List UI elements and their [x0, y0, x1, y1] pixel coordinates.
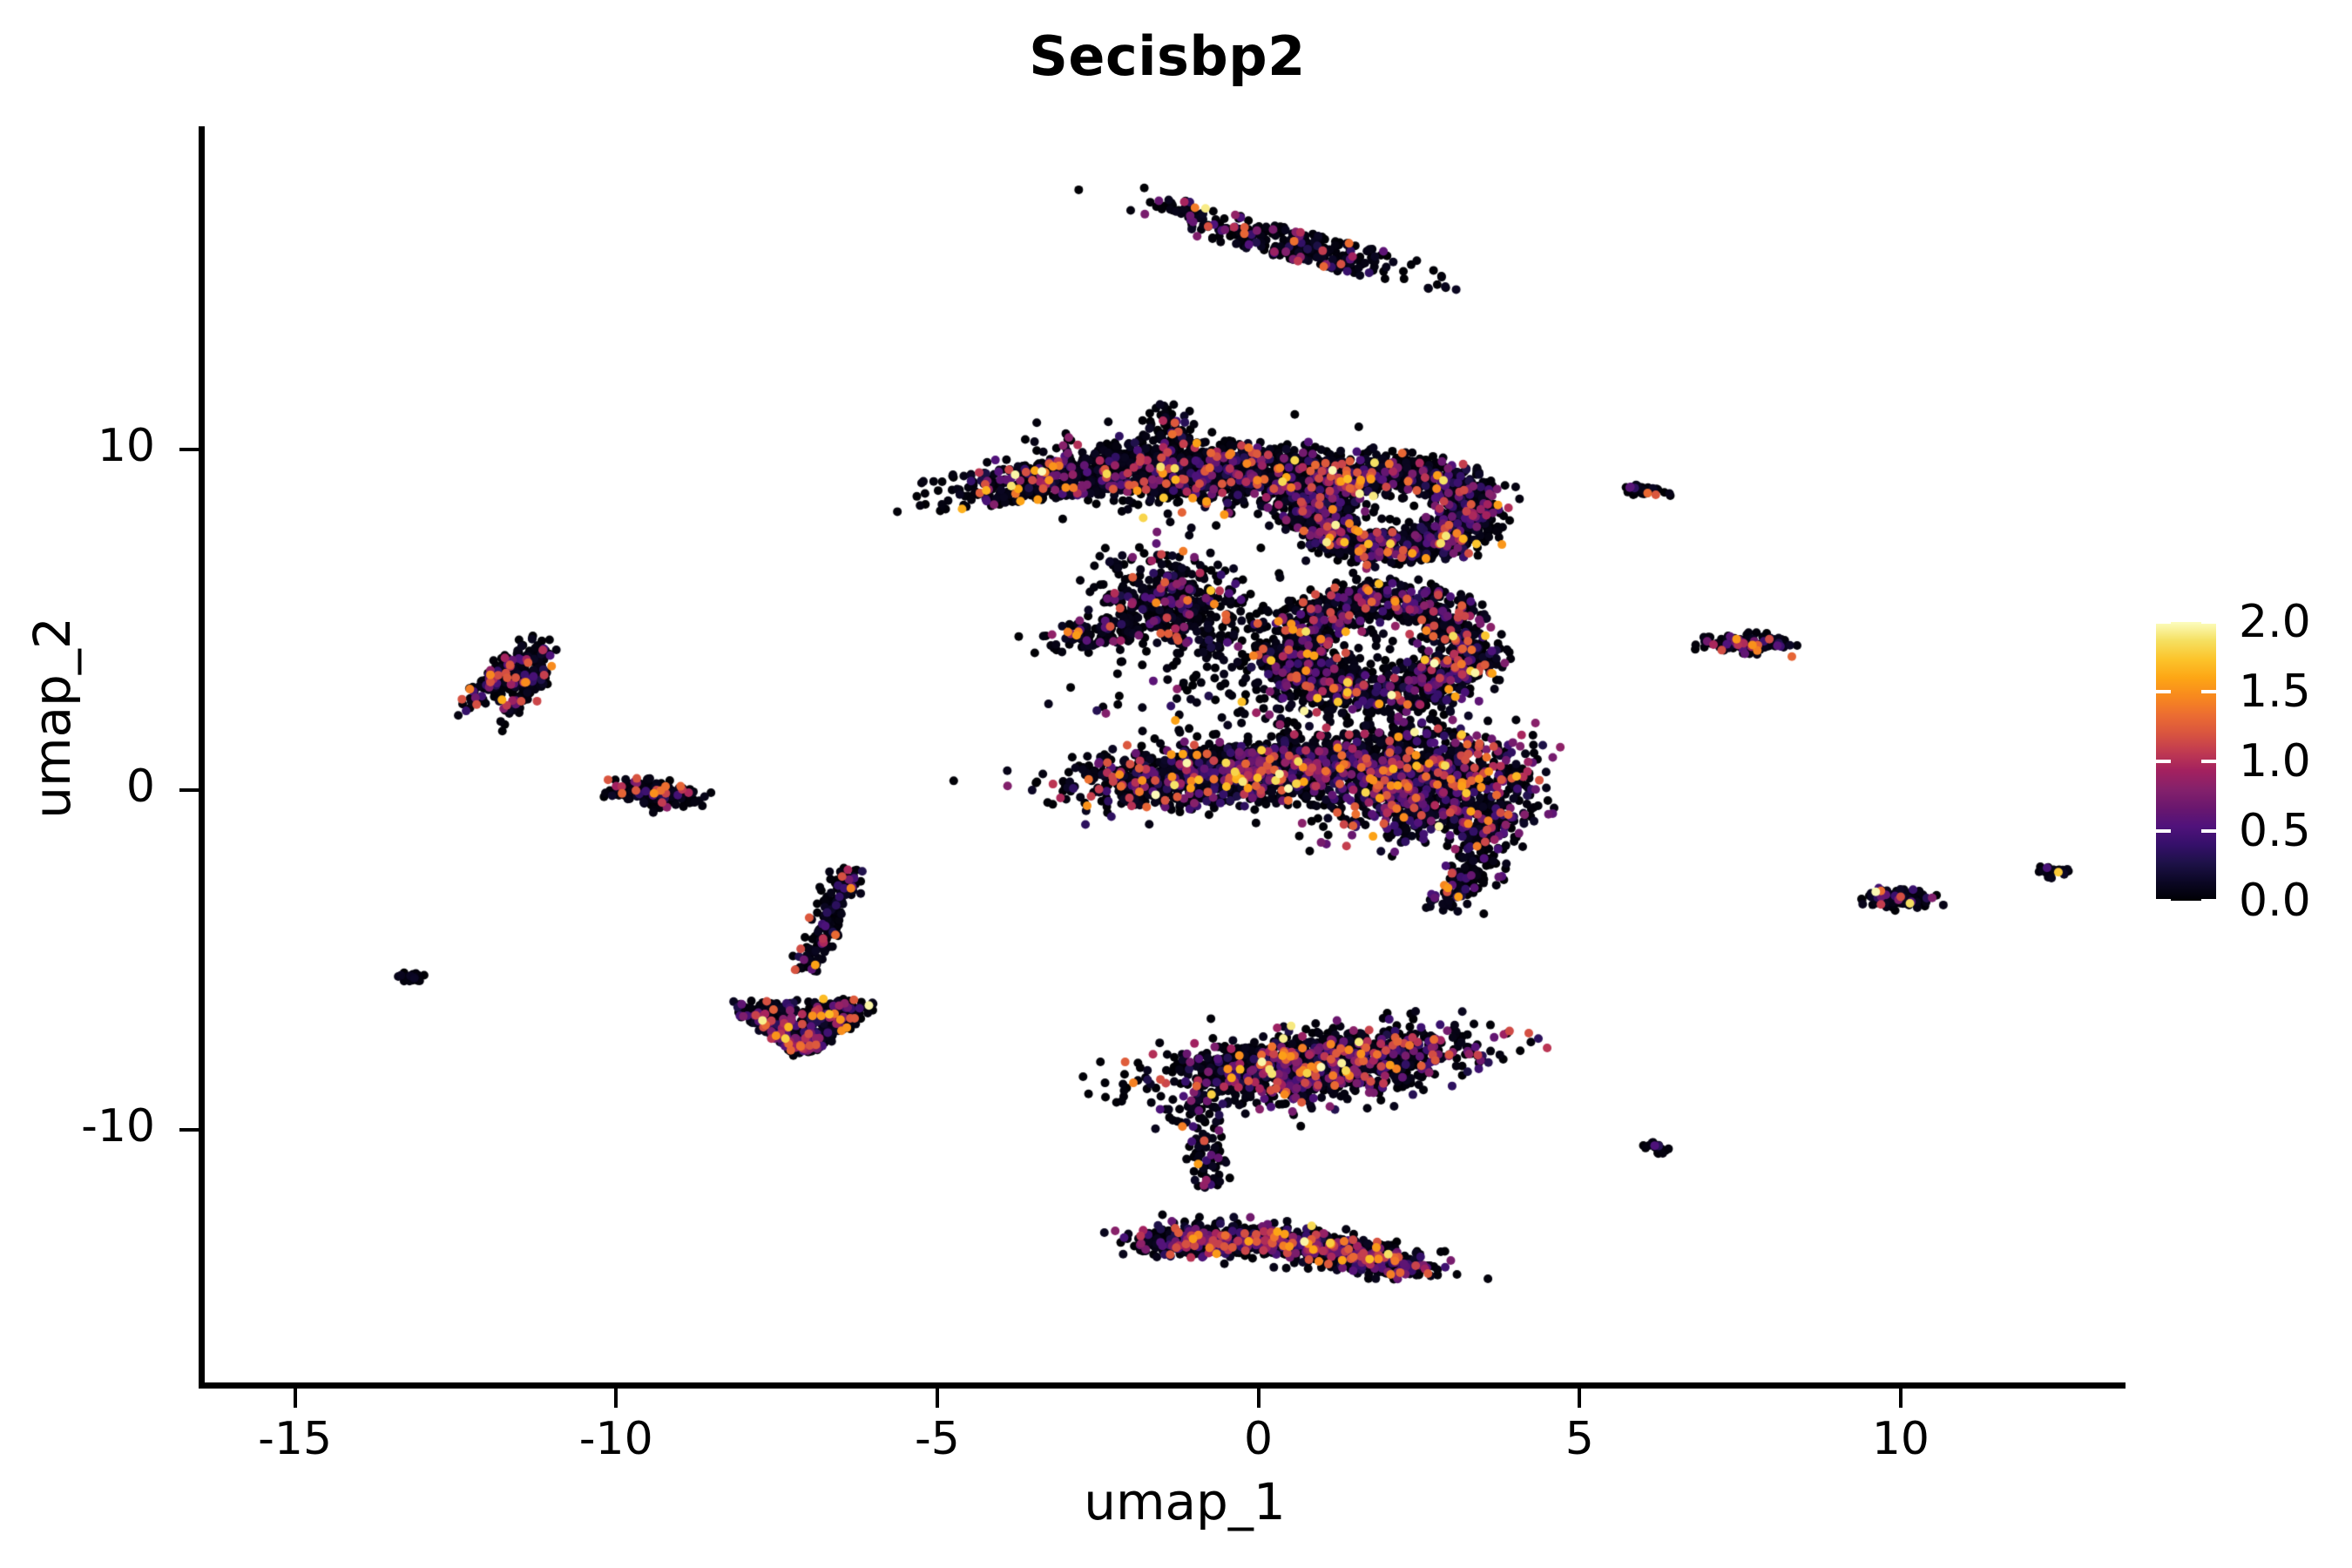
colorbar-tick-label: 0.5	[2239, 805, 2311, 857]
colorbar-tick-mark	[2156, 829, 2171, 833]
colorbar-tick-mark	[2201, 760, 2216, 763]
x-tick-label: 5	[1565, 1413, 1594, 1465]
x-axis-label: umap_1	[1084, 1472, 1286, 1531]
y-tick-label: 10	[97, 420, 155, 472]
colorbar-tick-mark	[2201, 690, 2216, 693]
y-tick-mark	[179, 787, 199, 792]
y-tick-mark	[179, 1128, 199, 1132]
x-tick-mark	[935, 1389, 939, 1408]
y-tick-label: 0	[125, 760, 155, 813]
y-tick-mark	[179, 448, 199, 451]
colorbar-tick-mark	[2156, 690, 2171, 693]
x-tick-label: -5	[914, 1413, 960, 1465]
colorbar-tick-mark	[2201, 899, 2216, 902]
colorbar[interactable]	[2156, 620, 2216, 902]
x-tick-mark	[293, 1389, 297, 1408]
x-tick-label: -15	[258, 1413, 333, 1465]
colorbar-tick-label: 0.0	[2239, 875, 2311, 927]
x-tick-mark	[614, 1389, 618, 1408]
x-tick-mark	[1578, 1389, 1582, 1408]
y-tick-label: -10	[81, 1100, 155, 1153]
colorbar-tick-mark	[2156, 620, 2171, 624]
x-tick-label: -10	[578, 1413, 653, 1465]
colorbar-tick-mark	[2201, 620, 2216, 624]
x-tick-mark	[1898, 1389, 1903, 1408]
x-tick-label: 10	[1871, 1413, 1930, 1465]
colorbar-tick-mark	[2156, 899, 2171, 902]
chart-title: Secisbp2	[1029, 24, 1306, 88]
y-axis-label: umap_2	[23, 617, 82, 819]
colorbar-tick-label: 1.0	[2239, 735, 2311, 787]
colorbar-tick-label: 1.5	[2239, 666, 2311, 718]
colorbar-tick-mark	[2201, 829, 2216, 833]
scatter-plot-area[interactable]	[199, 126, 2126, 1385]
colorbar-tick-label: 2.0	[2239, 596, 2311, 648]
x-axis-spine	[199, 1382, 2126, 1389]
x-tick-label: 0	[1244, 1413, 1274, 1465]
x-tick-mark	[1256, 1389, 1260, 1408]
colorbar-tick-mark	[2156, 760, 2171, 763]
